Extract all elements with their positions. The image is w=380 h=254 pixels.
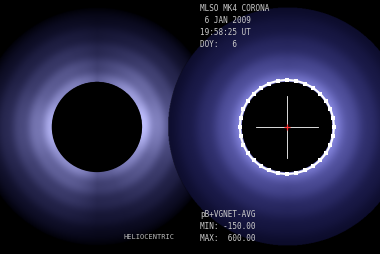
Text: 6 JAN 2009: 6 JAN 2009 [200, 16, 251, 25]
Text: pB+VGNET-AVG: pB+VGNET-AVG [200, 210, 255, 219]
Circle shape [52, 83, 141, 171]
Text: MAX:  600.00: MAX: 600.00 [200, 234, 255, 243]
Text: MLSO MK4 CORONA: MLSO MK4 CORONA [200, 4, 269, 13]
Text: DOY:   6: DOY: 6 [200, 40, 237, 49]
Text: MIN: -150.00: MIN: -150.00 [200, 222, 255, 231]
Text: 19:58:25 UT: 19:58:25 UT [200, 28, 251, 37]
Text: HELIOCENTRIC: HELIOCENTRIC [124, 234, 175, 240]
Circle shape [242, 83, 331, 171]
